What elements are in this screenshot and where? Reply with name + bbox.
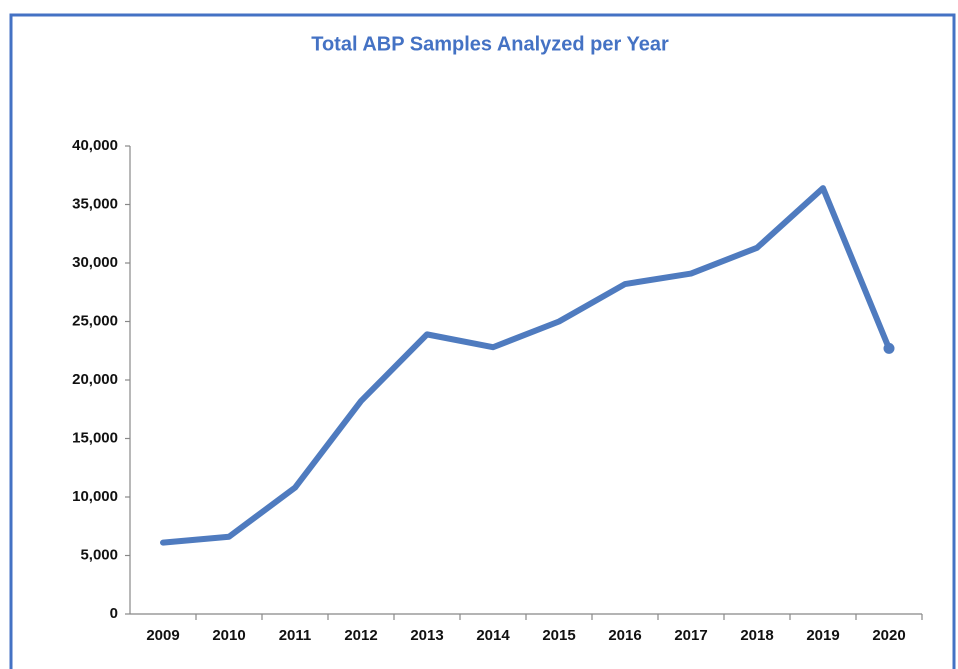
x-tick-label: 2016	[608, 627, 641, 644]
y-tick-label: 20,000	[72, 371, 118, 388]
y-tick-label: 10,000	[72, 488, 118, 505]
end-marker	[883, 342, 895, 354]
x-tick-label: 2012	[344, 627, 377, 644]
y-tick-label: 30,000	[72, 254, 118, 271]
x-tick-label: 2015	[542, 627, 575, 644]
x-tick-label: 2010	[212, 627, 245, 644]
x-tick-label: 2017	[674, 627, 707, 644]
y-tick-label: 35,000	[72, 195, 118, 212]
y-tick-label: 0	[110, 605, 118, 622]
chart-title: Total ABP Samples Analyzed per Year	[311, 33, 669, 55]
y-tick-label: 5,000	[80, 546, 118, 563]
y-tick-label: 15,000	[72, 429, 118, 446]
y-tick-label: 40,000	[72, 137, 118, 154]
x-tick-label: 2019	[806, 627, 839, 644]
data-line	[160, 185, 892, 546]
x-tick-label: 2009	[146, 627, 179, 644]
x-tick-label: 2011	[279, 627, 312, 644]
x-tick-label: 2013	[410, 627, 443, 644]
frame	[9, 13, 956, 669]
y-tick-label: 25,000	[72, 312, 118, 329]
x-tick-label: 2014	[476, 627, 510, 644]
x-tick-label: 2020	[872, 627, 905, 644]
x-tick-label: 2018	[740, 627, 773, 644]
